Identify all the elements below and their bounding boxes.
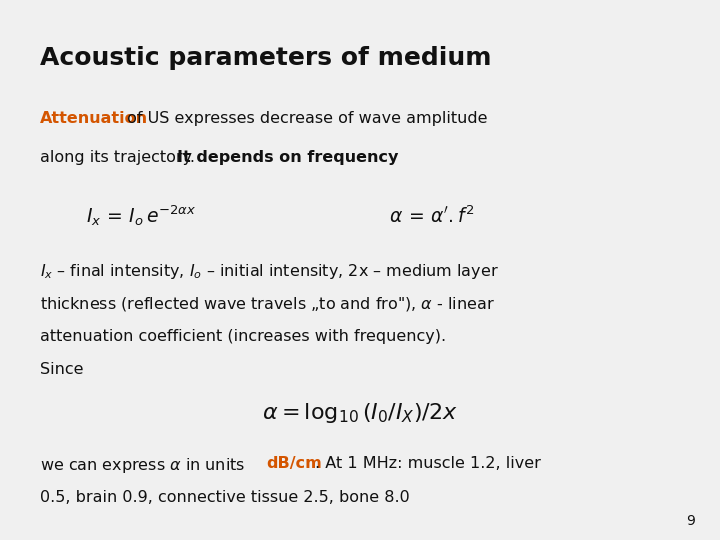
Text: Since: Since <box>40 362 83 377</box>
Text: we can express $\alpha$ in units: we can express $\alpha$ in units <box>40 456 246 475</box>
Text: It depends on frequency: It depends on frequency <box>177 150 398 165</box>
Text: $\alpha = \log_{10}(I_0/I_X)/2x$: $\alpha = \log_{10}(I_0/I_X)/2x$ <box>262 401 458 425</box>
Text: dB/cm: dB/cm <box>266 456 322 471</box>
Text: attenuation coefficient (increases with frequency).: attenuation coefficient (increases with … <box>40 329 446 344</box>
Text: Attenuation: Attenuation <box>40 111 148 126</box>
Text: . At 1 MHz: muscle 1.2, liver: . At 1 MHz: muscle 1.2, liver <box>315 456 541 471</box>
Text: $I_x\, =\, I_o\, e^{-2\alpha x}$: $I_x\, =\, I_o\, e^{-2\alpha x}$ <box>86 204 197 228</box>
Text: thickness (reflected wave travels „to and fro"), $\alpha$ - linear: thickness (reflected wave travels „to an… <box>40 295 495 313</box>
Text: of US expresses decrease of wave amplitude: of US expresses decrease of wave amplitu… <box>122 111 488 126</box>
Text: $I_x$ – final intensity, $I_o$ – initial intensity, 2x – medium layer: $I_x$ – final intensity, $I_o$ – initial… <box>40 262 498 281</box>
Text: 9: 9 <box>686 514 695 528</box>
Text: along its trajectory.: along its trajectory. <box>40 150 205 165</box>
Text: Acoustic parameters of medium: Acoustic parameters of medium <box>40 46 491 70</box>
Text: 0.5, brain 0.9, connective tissue 2.5, bone 8.0: 0.5, brain 0.9, connective tissue 2.5, b… <box>40 490 410 505</box>
Text: $\alpha\, =\, \alpha^{\prime}.f^{2}$: $\alpha\, =\, \alpha^{\prime}.f^{2}$ <box>389 205 474 227</box>
